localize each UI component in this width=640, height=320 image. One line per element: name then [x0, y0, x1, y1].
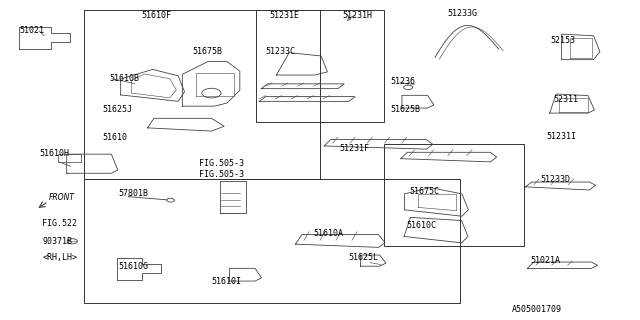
- Text: FIG.522: FIG.522: [42, 219, 77, 228]
- Bar: [84, 179, 461, 303]
- Text: 51675B: 51675B: [192, 47, 222, 56]
- Text: 51610A: 51610A: [314, 229, 344, 238]
- Text: FRONT: FRONT: [49, 193, 75, 202]
- Text: 51610I: 51610I: [211, 276, 241, 285]
- Text: 90371B: 90371B: [42, 237, 72, 246]
- Text: 51625J: 51625J: [103, 105, 133, 114]
- Text: 57801B: 57801B: [119, 189, 149, 198]
- Text: 52153: 52153: [550, 36, 575, 45]
- Text: 51610B: 51610B: [109, 74, 140, 83]
- Bar: [256, 10, 384, 122]
- Text: 51231F: 51231F: [339, 144, 369, 153]
- Text: 51233G: 51233G: [448, 9, 477, 18]
- Text: 51233D: 51233D: [540, 175, 570, 184]
- Text: FIG.505-3: FIG.505-3: [198, 170, 244, 179]
- Text: 51021: 51021: [20, 27, 45, 36]
- Text: 51231H: 51231H: [342, 11, 372, 20]
- Text: 51233C: 51233C: [266, 47, 296, 56]
- Text: 51236: 51236: [390, 77, 415, 86]
- Bar: [58, 154, 81, 162]
- Text: 51610F: 51610F: [141, 11, 171, 20]
- Text: 51231E: 51231E: [269, 11, 299, 20]
- Text: 51021A: 51021A: [531, 256, 561, 265]
- Bar: [84, 10, 320, 179]
- Text: 51231I: 51231I: [547, 132, 577, 140]
- Text: 51610H: 51610H: [39, 149, 69, 158]
- Text: <RH,LH>: <RH,LH>: [42, 253, 77, 262]
- Text: 51625L: 51625L: [349, 253, 379, 262]
- Text: 51625B: 51625B: [390, 105, 420, 114]
- Text: 51610C: 51610C: [406, 221, 436, 230]
- Bar: [384, 144, 524, 246]
- Text: 52311: 52311: [553, 95, 578, 104]
- Text: FIG.505-3: FIG.505-3: [198, 159, 244, 168]
- Text: 51610: 51610: [103, 133, 128, 142]
- Text: 51675C: 51675C: [410, 188, 440, 196]
- Text: A505001709: A505001709: [511, 305, 561, 314]
- Text: 51610G: 51610G: [119, 262, 149, 271]
